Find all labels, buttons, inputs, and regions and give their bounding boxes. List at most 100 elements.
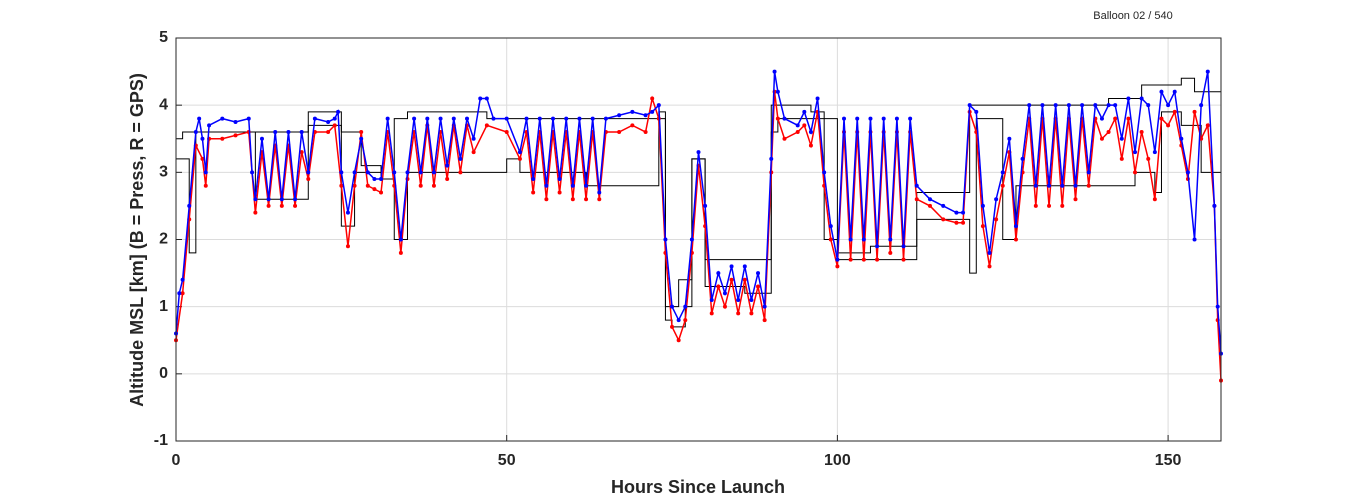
data-point (1099, 116, 1104, 121)
data-point (762, 318, 767, 323)
data-point (197, 116, 202, 121)
data-point (914, 197, 919, 202)
data-point (531, 177, 536, 182)
data-point (365, 183, 370, 188)
data-point (822, 170, 827, 175)
data-point (676, 318, 681, 323)
data-point (1126, 96, 1131, 101)
data-point (828, 237, 833, 242)
data-point (332, 116, 337, 121)
data-point (855, 116, 860, 121)
data-point (875, 244, 880, 249)
data-point (756, 284, 761, 289)
data-point (200, 156, 205, 161)
y-tick-label: 4 (159, 96, 168, 113)
data-point (1007, 136, 1012, 141)
data-point (908, 116, 913, 121)
data-point (1047, 203, 1052, 208)
data-point (994, 217, 999, 222)
data-point (1113, 103, 1118, 108)
data-point (253, 210, 258, 215)
data-point (250, 170, 255, 175)
data-point (484, 123, 489, 128)
data-point (802, 123, 807, 128)
data-point (828, 224, 833, 229)
data-point (974, 109, 979, 114)
data-point (1033, 183, 1038, 188)
data-point (352, 183, 357, 188)
data-point (775, 89, 780, 94)
data-point (1106, 130, 1111, 135)
data-point (1106, 103, 1111, 108)
data-point (584, 197, 589, 202)
data-point (557, 177, 562, 182)
data-point (203, 170, 208, 175)
data-point (927, 197, 932, 202)
data-point (345, 210, 350, 215)
data-point (1159, 116, 1164, 121)
data-point (246, 116, 251, 121)
data-point (1013, 224, 1018, 229)
data-point (901, 244, 906, 249)
data-point (597, 190, 602, 195)
data-point (1179, 136, 1184, 141)
data-point (683, 304, 688, 309)
data-point (1040, 103, 1045, 108)
data-point (312, 116, 317, 121)
data-point (961, 220, 966, 225)
data-point (756, 271, 761, 276)
data-point (742, 277, 747, 282)
data-point (233, 119, 238, 124)
data-point (1119, 136, 1124, 141)
data-point (385, 116, 390, 121)
data-point (808, 143, 813, 148)
data-point (379, 177, 384, 182)
data-point (1060, 203, 1065, 208)
data-point (233, 133, 238, 138)
data-point (1080, 103, 1085, 108)
data-point (359, 136, 364, 141)
data-point (670, 304, 675, 309)
data-point (1212, 203, 1217, 208)
data-point (306, 170, 311, 175)
data-point (1093, 103, 1098, 108)
data-point (597, 197, 602, 202)
data-point (1192, 237, 1197, 242)
data-point (954, 220, 959, 225)
data-point (716, 284, 721, 289)
data-point (193, 130, 198, 135)
x-axis-label: Hours Since Launch (611, 477, 785, 497)
data-point (1133, 150, 1138, 155)
data-point (736, 297, 741, 302)
data-point (650, 109, 655, 114)
data-point (220, 136, 225, 141)
data-point (517, 150, 522, 155)
data-point (1215, 304, 1220, 309)
data-point (431, 183, 436, 188)
data-point (815, 96, 820, 101)
data-point (729, 277, 734, 282)
data-point (868, 116, 873, 121)
data-point (570, 197, 575, 202)
x-tick-label: 150 (1155, 452, 1182, 469)
y-tick-label: 3 (159, 164, 168, 181)
data-point (293, 203, 298, 208)
data-point (1192, 109, 1197, 114)
data-point (775, 116, 780, 121)
data-point (286, 130, 291, 135)
data-point (584, 183, 589, 188)
data-point (564, 116, 569, 121)
data-point (709, 311, 714, 316)
data-point (405, 170, 410, 175)
data-point (1086, 170, 1091, 175)
data-point (339, 183, 344, 188)
data-point (994, 197, 999, 202)
data-point (299, 150, 304, 155)
data-point (1166, 123, 1171, 128)
data-point (1172, 109, 1177, 114)
y-tick-label: 2 (159, 231, 168, 248)
y-tick-label: -1 (154, 432, 168, 449)
data-point (1020, 156, 1025, 161)
data-point (537, 116, 542, 121)
data-point (339, 170, 344, 175)
